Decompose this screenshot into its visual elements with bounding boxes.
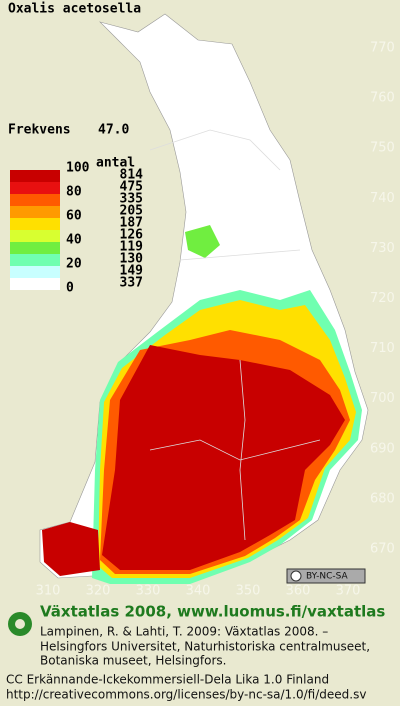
northing-label: 760	[370, 91, 395, 106]
legend-scale-label: 100	[66, 161, 90, 176]
northing-label: 680	[370, 491, 395, 506]
legend-count: 335	[120, 192, 143, 207]
easting-label: 310	[36, 584, 61, 599]
frequency-label: Frekvens	[8, 123, 71, 138]
legend-scale-label: 40	[66, 233, 82, 248]
legend-swatch	[10, 218, 60, 230]
occurrence-core	[102, 345, 345, 570]
legend-count: 187	[120, 216, 143, 231]
northing-label: 710	[370, 341, 395, 356]
legend-swatch	[10, 194, 60, 206]
license-badge	[286, 568, 366, 584]
license-badge-text: BY-NC-SA	[306, 572, 349, 582]
legend-swatch	[10, 206, 60, 218]
license-line: CC Erkännande-Ickekommersiell-Dela Lika …	[6, 673, 329, 687]
legend-swatch	[10, 182, 60, 194]
legend-swatch	[10, 266, 60, 278]
easting-label: 360	[286, 584, 311, 599]
legend-swatch	[10, 278, 60, 290]
northing-label: 720	[370, 291, 395, 306]
easting-label: 330	[136, 584, 161, 599]
northing-label: 740	[370, 191, 395, 206]
northing-label: 700	[370, 391, 395, 406]
citation-line: Botaniska museet, Helsingfors.	[40, 654, 227, 668]
legend-scale-label: 0	[66, 281, 74, 296]
citation-line: Helsingfors Universitet, Naturhistoriska…	[40, 640, 370, 654]
legend-scale-label: 80	[66, 185, 82, 200]
legend-count: 126	[120, 228, 144, 243]
legend-count: 814	[120, 168, 144, 183]
easting-label: 320	[86, 584, 111, 599]
legend-swatch	[10, 254, 60, 266]
legend-swatch	[10, 170, 60, 182]
easting-label: 350	[236, 584, 261, 599]
border	[149, 129, 281, 171]
license-line: http://creativecommons.org/licenses/by-n…	[6, 688, 366, 702]
legend-swatch	[10, 242, 60, 254]
citation-line: Lampinen, R. & Lahti, T. 2009: Växtatlas…	[40, 625, 328, 639]
frequency-value: 47.0	[98, 123, 129, 138]
occurrence-southwest	[42, 522, 100, 576]
legend-count: 119	[120, 240, 143, 255]
easting-label: 340	[186, 584, 211, 599]
northing-label: 750	[370, 141, 395, 156]
legend-count: 130	[120, 252, 144, 267]
cc-icon	[290, 570, 302, 582]
grid-labels: 770 760 750 740 730 720 710 700 690 680 670 310 320 3…	[36, 41, 395, 599]
legend-count: 205	[120, 204, 143, 219]
legend-count: 337	[120, 276, 143, 291]
border	[149, 439, 321, 461]
northing-label: 770	[370, 41, 395, 56]
footer-heading: Växtatlas 2008, www.luomus.fi/vaxtatlas	[40, 603, 385, 621]
legend-swatch	[10, 230, 60, 242]
occurrence-north	[185, 225, 220, 258]
border	[179, 249, 301, 261]
northing-label: 670	[370, 542, 395, 557]
legend-scale-label: 20	[66, 257, 82, 272]
legend-count: 149	[120, 264, 143, 279]
border	[239, 359, 246, 541]
species-title: Oxalis acetosella	[8, 2, 141, 17]
northing-label: 730	[370, 241, 395, 256]
logo	[8, 612, 32, 636]
legend-count: 475	[120, 180, 143, 195]
northing-label: 690	[370, 441, 395, 456]
legend-scale-label: 60	[66, 209, 82, 224]
easting-label: 370	[336, 584, 361, 599]
count-header: antal	[96, 156, 135, 171]
